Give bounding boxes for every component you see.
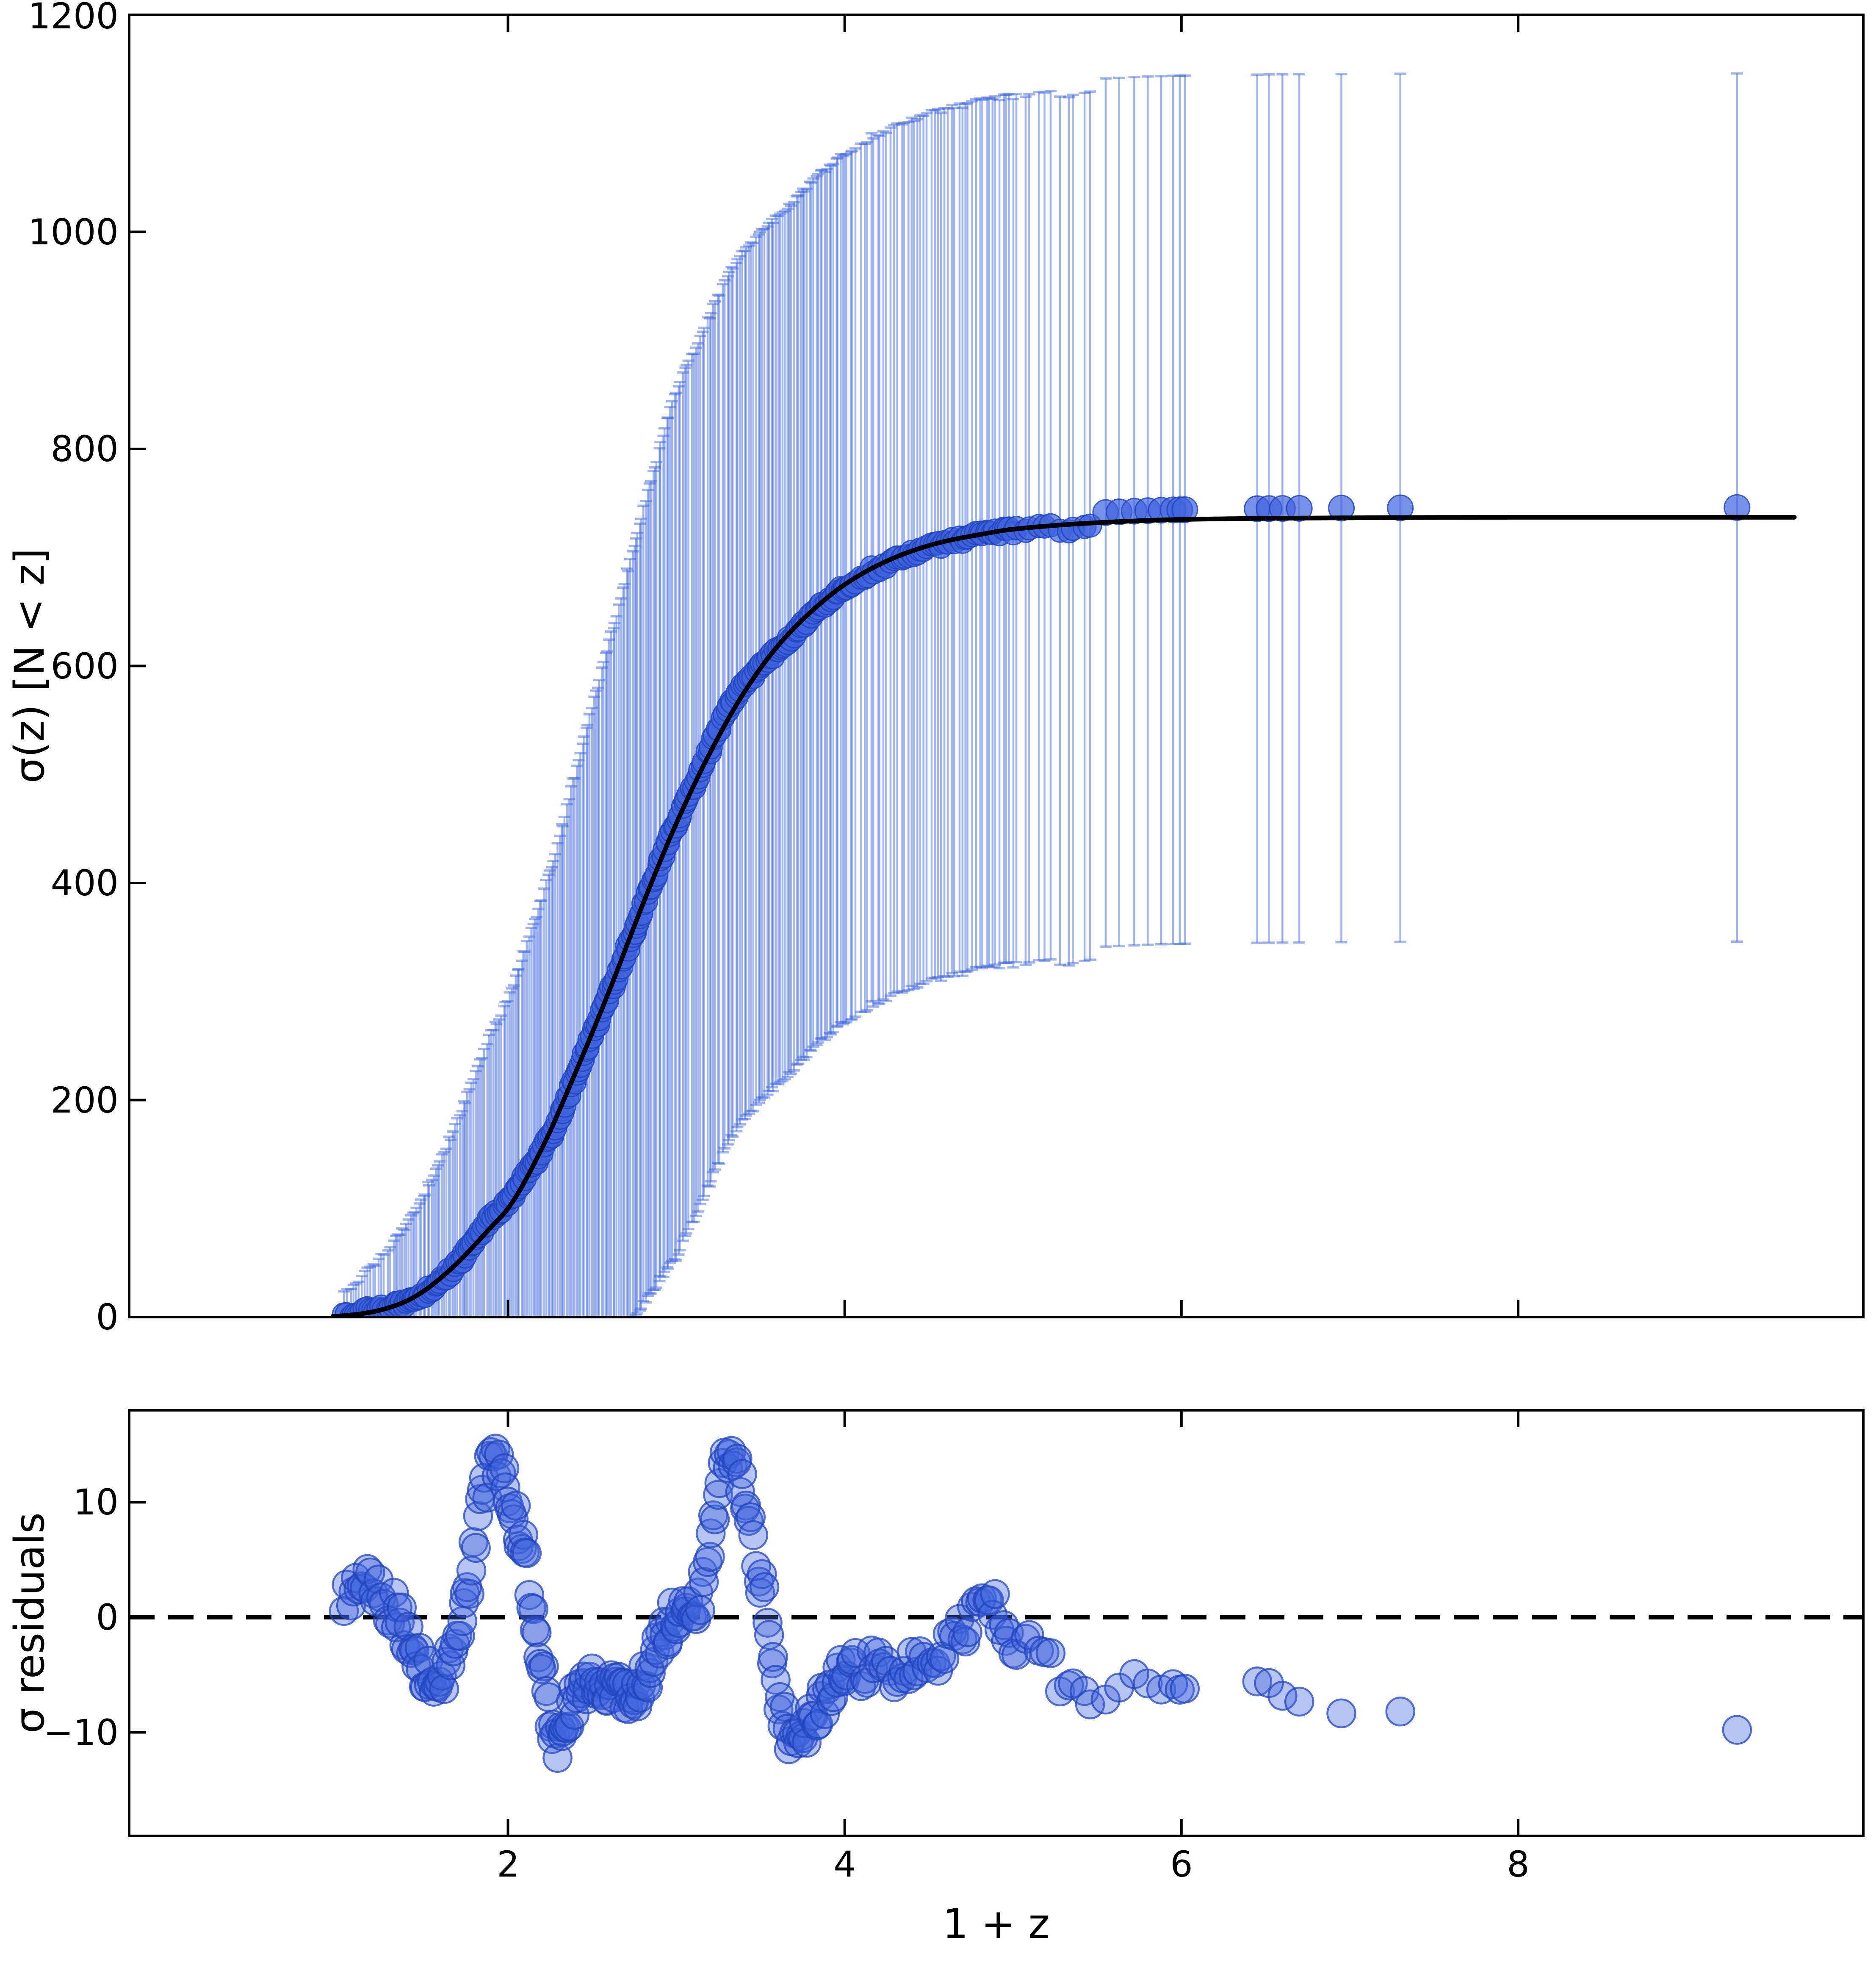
x-tick-label: 4 [833,1844,856,1885]
y-tick-label: 1200 [28,0,119,37]
y-tick-label: 800 [50,428,119,470]
x-tick-label: 8 [1507,1844,1530,1885]
y-tick-label: −10 [43,1712,119,1753]
x-tick-label: 2 [497,1844,520,1885]
y-tick-label: 400 [50,862,119,904]
y-tick-label: 0 [96,1597,119,1638]
y-tick-label: 600 [50,645,119,687]
y-tick-label: 10 [73,1481,119,1523]
x-tick-label: 6 [1170,1844,1193,1885]
x-axis-label: 1 + z [942,1900,1050,1948]
y-tick-label: 200 [50,1080,119,1121]
y-tick-label: 1000 [28,211,119,253]
y-tick-label: 0 [96,1296,119,1338]
